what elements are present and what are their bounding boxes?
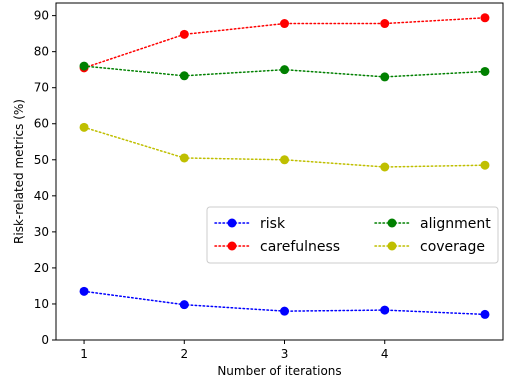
data-point-alignment	[179, 71, 189, 81]
x-tick-label: 4	[381, 347, 389, 361]
legend-marker-carefulness	[227, 241, 237, 251]
data-point-coverage	[280, 155, 290, 165]
y-tick-label: 20	[34, 261, 49, 275]
plot-marks	[79, 13, 490, 319]
y-tick-label: 0	[41, 333, 49, 347]
x-tick-label: 2	[180, 347, 188, 361]
y-axis-label: Risk-related metrics (%)	[12, 99, 26, 244]
legend-label-risk: risk	[260, 216, 286, 232]
data-point-coverage	[79, 122, 89, 132]
data-point-carefulness	[380, 19, 390, 29]
data-point-coverage	[480, 160, 490, 170]
data-point-alignment	[380, 72, 390, 82]
series-line-carefulness	[83, 17, 486, 69]
y-tick-label: 60	[34, 117, 49, 131]
legend-entry-alignment: alignment	[374, 216, 491, 232]
y-tick-label: 80	[34, 45, 49, 59]
data-point-carefulness	[480, 13, 490, 23]
legend-label-coverage: coverage	[420, 239, 485, 255]
legend: risk carefulness alignment coverage	[206, 206, 499, 264]
legend-entry-risk: risk	[214, 216, 286, 232]
y-tick-label: 50	[34, 153, 49, 167]
data-point-carefulness	[179, 29, 189, 39]
data-point-risk	[280, 306, 290, 316]
data-point-alignment	[280, 65, 290, 75]
data-point-risk	[480, 309, 490, 319]
legend-label-carefulness: carefulness	[260, 239, 340, 255]
plot-frame	[55, 2, 504, 341]
data-point-risk	[179, 300, 189, 310]
x-tick-label: 1	[80, 347, 88, 361]
y-axis-ticks: 0 10 20 30 40 50 60 70 80 90	[34, 9, 56, 347]
y-tick-label: 30	[34, 225, 49, 239]
y-tick-label: 10	[34, 297, 49, 311]
data-point-alignment	[79, 61, 89, 71]
data-point-alignment	[480, 66, 490, 76]
data-point-risk	[79, 286, 89, 296]
y-tick-label: 40	[34, 189, 49, 203]
legend-marker-coverage	[387, 241, 397, 251]
y-tick-label: 70	[34, 81, 49, 95]
legend-marker-risk	[227, 218, 237, 228]
data-point-coverage	[179, 153, 189, 163]
legend-box	[206, 206, 499, 264]
legend-entry-coverage: coverage	[374, 239, 485, 255]
x-axis-label: Number of iterations	[217, 364, 341, 378]
x-axis-ticks: 1 2 3 4	[80, 340, 389, 361]
x-tick-label: 3	[281, 347, 289, 361]
legend-entry-carefulness: carefulness	[214, 239, 340, 255]
data-point-carefulness	[280, 19, 290, 29]
y-tick-label: 90	[34, 9, 49, 23]
data-point-risk	[380, 305, 390, 315]
legend-marker-alignment	[387, 218, 397, 228]
legend-label-alignment: alignment	[420, 216, 491, 232]
data-point-coverage	[380, 162, 390, 172]
